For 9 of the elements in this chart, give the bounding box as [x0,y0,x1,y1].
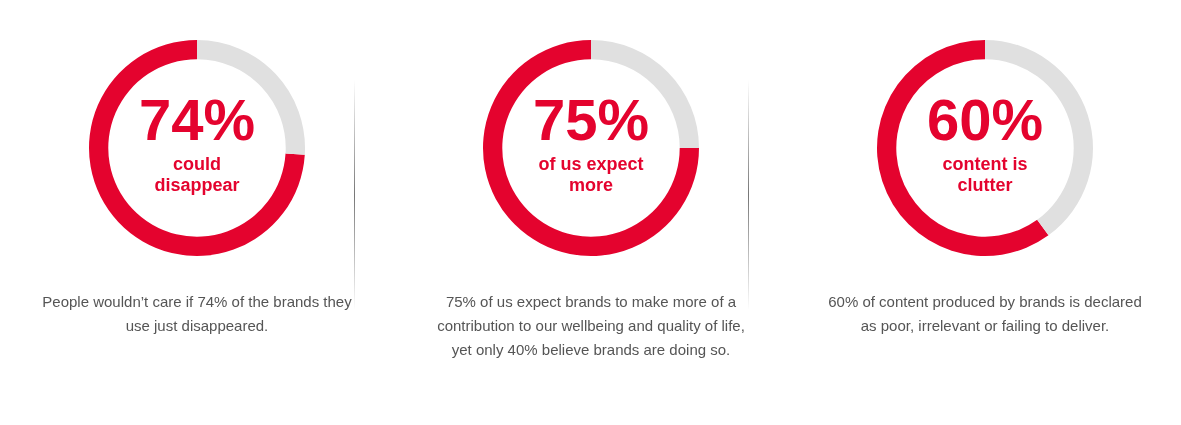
text: could disappear [153,154,241,196]
data-label: 60% [925,87,1045,152]
text: content is clutter [941,154,1029,196]
text: 75% of us expect brands to make more of a contribution to our wellbeing and quality of life, yet only 40% believe brands are doing so. [436,292,746,360]
data-label: 75% [531,87,651,152]
text: People wouldn’t care if 74% of the brands they use just disappeared. [41,292,353,336]
text: of us expect more [537,154,645,196]
text: 60% of content produced by brands is declared as poor, irrelevant or failing to deliver. [828,292,1142,336]
data-label: 74% [137,87,257,152]
